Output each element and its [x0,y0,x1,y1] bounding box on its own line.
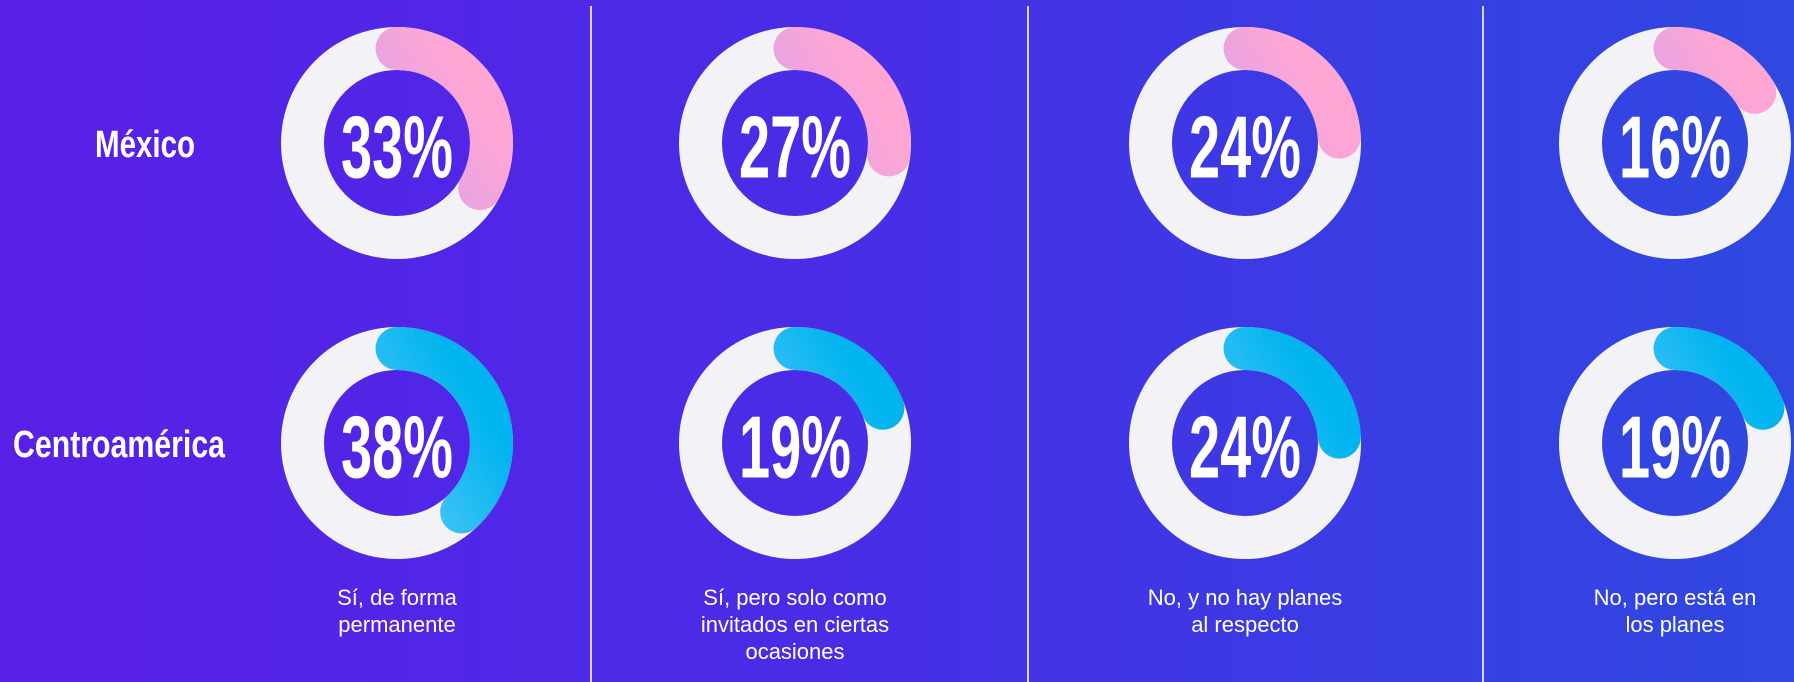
donut-arc [679,327,911,559]
category-label: Sí, de forma permanente [337,585,457,637]
donut-value-label: 24% [1189,398,1301,497]
donut-arc [1129,27,1361,259]
donut-value-label: 16% [1619,98,1731,197]
donut-value-label: 33% [341,98,453,197]
row-label: México [95,124,195,166]
donut-value-label: 19% [1619,398,1731,497]
category-label: No, y no hay planes al respecto [1147,585,1343,637]
donut-value-label: 19% [739,398,851,497]
donut-arc [281,27,513,259]
donut-value-label: 24% [1189,98,1301,197]
donut-arc [1129,327,1361,559]
donut-arc [281,327,513,559]
donut-arc [1559,27,1791,259]
donut-arc [1559,327,1791,559]
category-label: No, pero está en los planes [1593,585,1757,637]
donut-arc [679,27,911,259]
category-label: Sí, pero solo como invitados en ciertas … [700,585,890,664]
donut-value-label: 27% [739,98,851,197]
row-label: Centroamérica [13,424,226,466]
donut-value-label: 38% [341,398,453,497]
